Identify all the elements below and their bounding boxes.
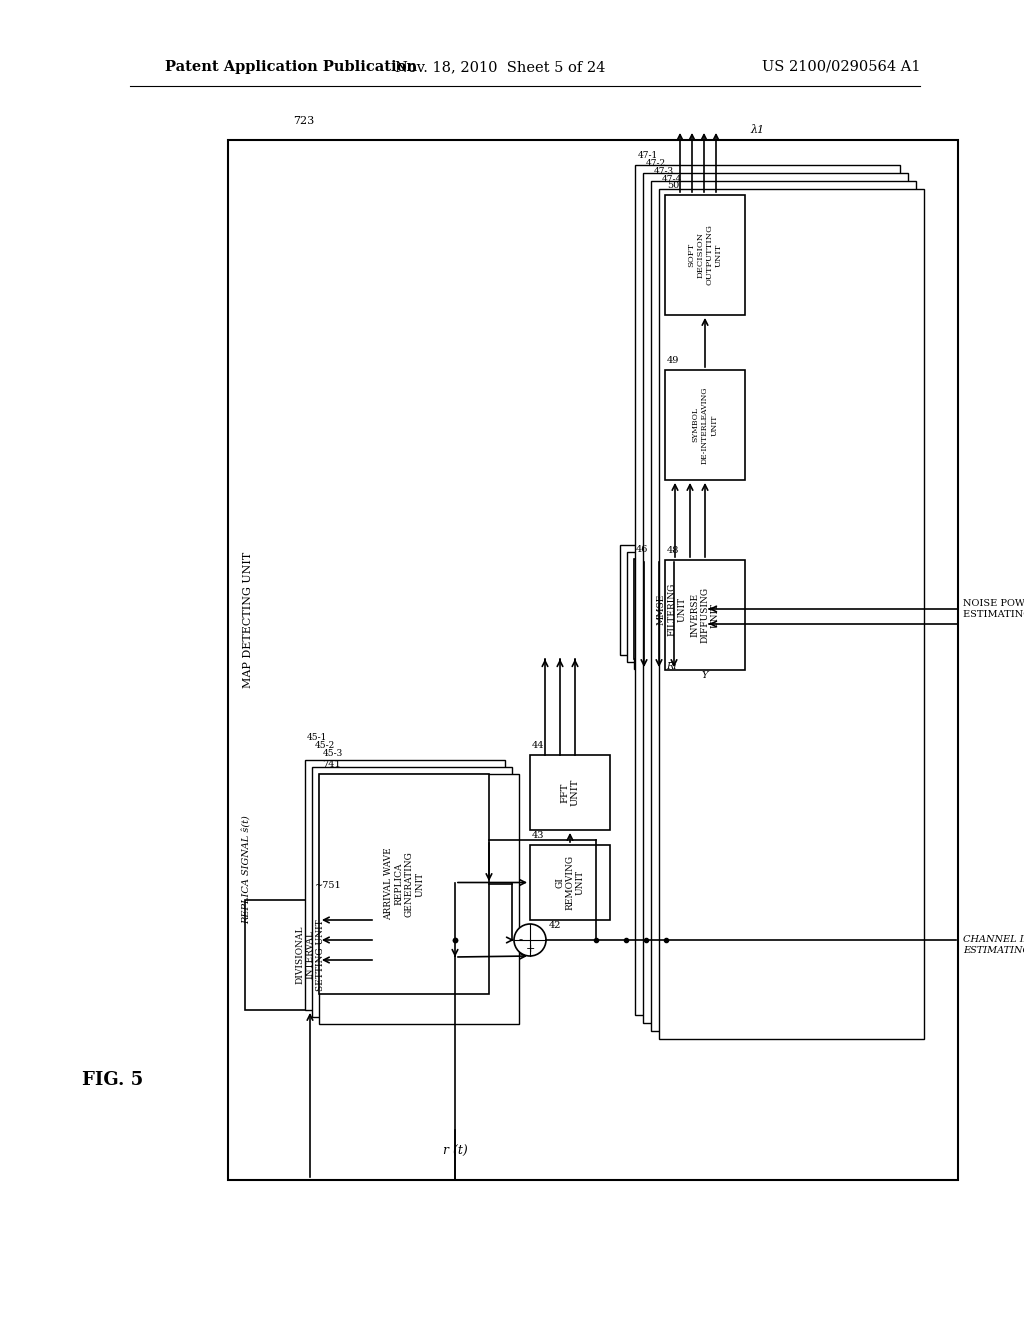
Text: Patent Application Publication: Patent Application Publication xyxy=(165,59,417,74)
Bar xyxy=(312,767,512,1016)
Text: ARRIVAL WAVE
REPLICA
GENERATING
UNIT: ARRIVAL WAVE REPLICA GENERATING UNIT xyxy=(384,847,424,920)
Bar xyxy=(627,552,712,663)
Text: 47-2: 47-2 xyxy=(646,158,667,168)
Text: 43: 43 xyxy=(532,832,545,840)
Text: CHANNEL IMPULSE RESPONSE
ESTIMATING VALUE ĥ(t): CHANNEL IMPULSE RESPONSE ESTIMATING VALU… xyxy=(963,936,1024,954)
Bar xyxy=(245,900,375,1010)
Text: FIG. 5: FIG. 5 xyxy=(82,1071,143,1089)
Text: 49: 49 xyxy=(667,356,679,366)
Text: Nov. 18, 2010  Sheet 5 of 24: Nov. 18, 2010 Sheet 5 of 24 xyxy=(395,59,605,74)
Text: 50: 50 xyxy=(667,181,679,190)
Text: 741: 741 xyxy=(322,760,341,770)
Text: NOISE POWER
ESTIMATING VALUE: NOISE POWER ESTIMATING VALUE xyxy=(963,599,1024,619)
Bar xyxy=(634,558,709,659)
Text: REPLICA SIGNAL ŝ(t): REPLICA SIGNAL ŝ(t) xyxy=(242,816,251,924)
Text: FFT
UNIT: FFT UNIT xyxy=(560,779,580,807)
Bar xyxy=(659,189,924,1039)
Text: λ1: λ1 xyxy=(750,125,764,135)
Circle shape xyxy=(514,924,546,956)
Bar xyxy=(530,755,610,830)
Text: GI
REMOVING
UNIT: GI REMOVING UNIT xyxy=(555,855,585,909)
Bar xyxy=(635,165,900,1015)
Text: 42: 42 xyxy=(549,921,561,931)
Bar xyxy=(620,545,705,655)
Bar xyxy=(643,173,908,1023)
Text: DIVISIONAL
INTERVAL
SETTING UNIT: DIVISIONAL INTERVAL SETTING UNIT xyxy=(295,919,325,991)
Bar xyxy=(319,774,489,994)
Text: 48: 48 xyxy=(667,546,679,554)
Text: INVERSE
DIFFUSING
UNIT: INVERSE DIFFUSING UNIT xyxy=(690,587,720,643)
Bar xyxy=(530,845,610,920)
Text: SYMBOL
DE-INTERLEAVING
UNIT: SYMBOL DE-INTERLEAVING UNIT xyxy=(692,387,718,463)
Text: 47-4: 47-4 xyxy=(662,176,682,183)
Text: MMSE
FILTERING
UNIT: MMSE FILTERING UNIT xyxy=(656,582,686,636)
Text: -: - xyxy=(519,933,523,946)
Bar xyxy=(665,560,745,671)
Text: +: + xyxy=(525,944,535,954)
Text: US 2100/0290564 A1: US 2100/0290564 A1 xyxy=(762,59,920,74)
Bar xyxy=(665,195,745,315)
Text: 723: 723 xyxy=(293,116,314,125)
Text: 44: 44 xyxy=(532,741,545,750)
Text: 46: 46 xyxy=(636,545,648,554)
Text: MAP DETECTING UNIT: MAP DETECTING UNIT xyxy=(243,552,253,688)
Text: r (t): r (t) xyxy=(442,1144,467,1158)
Bar xyxy=(634,558,719,669)
Bar xyxy=(319,774,519,1024)
Text: 47-1: 47-1 xyxy=(638,150,658,160)
Text: 47-3: 47-3 xyxy=(654,168,674,176)
Text: Y: Y xyxy=(701,671,709,680)
Bar xyxy=(228,140,958,1180)
Text: 45-1: 45-1 xyxy=(307,733,328,742)
Text: R̅i: R̅i xyxy=(667,663,677,671)
Bar xyxy=(651,181,916,1031)
Bar xyxy=(665,370,745,480)
Text: ~751: ~751 xyxy=(315,880,342,890)
Bar xyxy=(305,760,505,1010)
Text: 45-2: 45-2 xyxy=(315,741,335,750)
Text: SOFT
DECISION
OUTPUTTING
UNIT: SOFT DECISION OUTPUTTING UNIT xyxy=(687,224,723,285)
Text: 45-3: 45-3 xyxy=(323,748,343,758)
